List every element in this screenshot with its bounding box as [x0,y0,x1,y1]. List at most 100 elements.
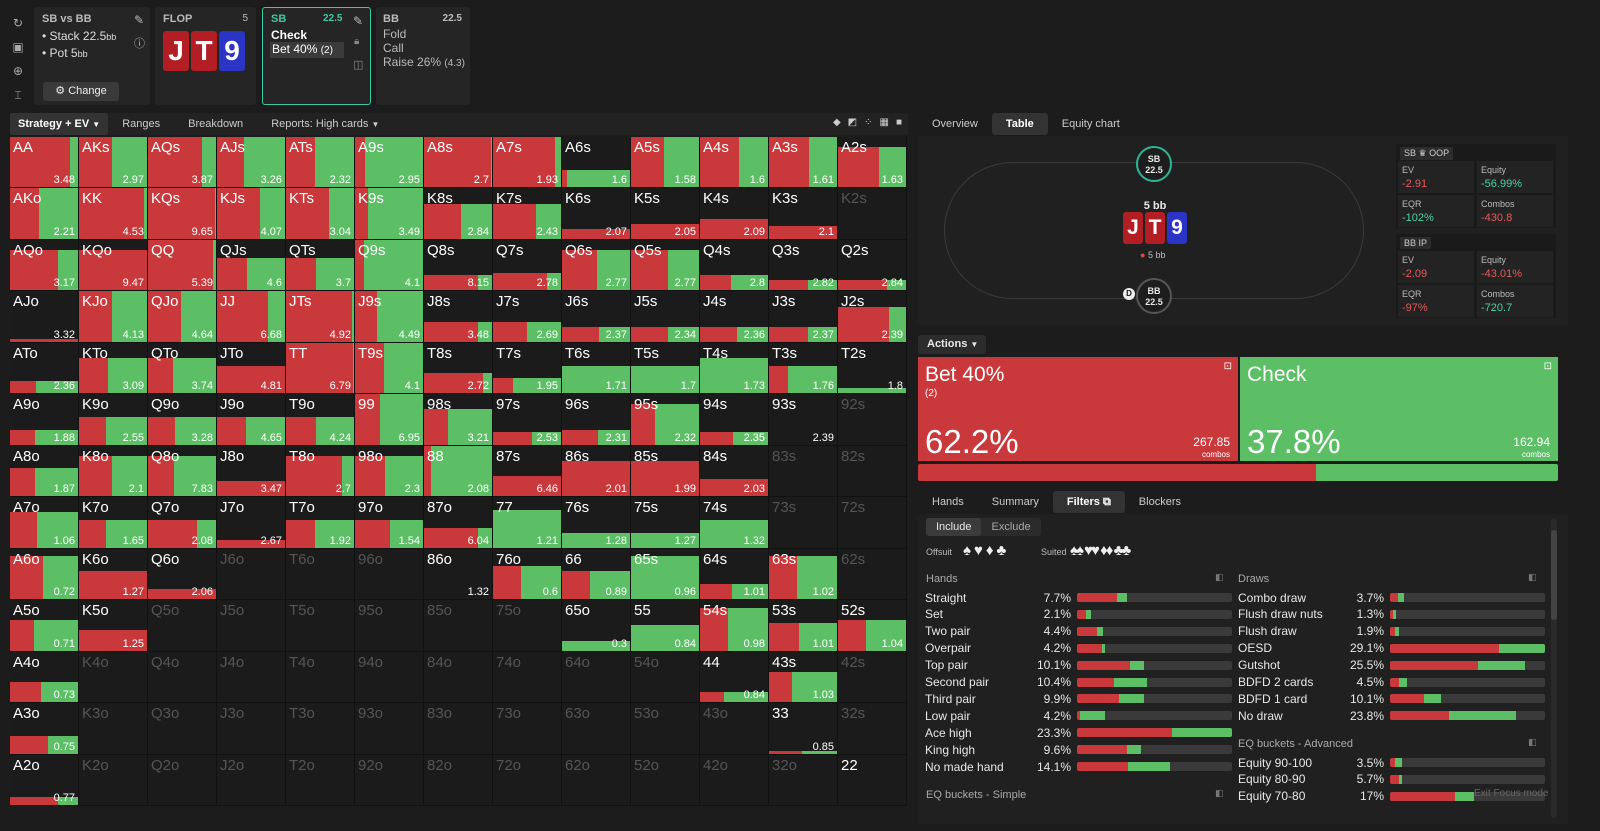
hand-cell[interactable]: Q2s 2.84 [838,239,907,292]
hand-cell[interactable]: 63o [562,703,631,755]
hand-cell[interactable]: 93o [355,703,424,755]
contrast-icon[interactable]: ◩ [847,117,858,128]
collapse-icon[interactable]: ◧ [1215,572,1224,582]
hand-cell[interactable]: KTs 3.04 [286,188,355,240]
hand-cell[interactable]: 32o [769,754,838,806]
hand-cell[interactable]: Q6o 2.06 [148,548,217,601]
hand-cell[interactable]: 96s 2.31 [562,394,631,446]
scrollbar[interactable] [1551,518,1557,818]
hand-cell[interactable]: 93s 2.39 [769,394,838,446]
club-pair-icon[interactable]: ♣♣ [1113,542,1132,559]
tab-hands[interactable]: Hands [932,496,964,508]
hand-cell[interactable]: J4o [217,651,286,704]
hand-cell[interactable]: K4s 2.09 [700,188,769,240]
heart-pair-icon[interactable]: ♥♥ [1084,542,1100,559]
hand-cell[interactable]: 83s [769,445,838,498]
hand-cell[interactable]: K2s [838,188,907,240]
hand-cell[interactable]: 94o [355,651,424,704]
hand-cell[interactable]: 88 2.08 [424,445,493,498]
hand-cell[interactable]: K6s 2.07 [562,188,631,240]
hand-cell[interactable]: 64o [562,651,631,704]
hand-cell[interactable]: J7o 2.67 [217,497,286,549]
hand-cell[interactable]: J6o [217,548,286,601]
tab-breakdown[interactable]: Breakdown [188,118,244,130]
hand-cell[interactable]: Q7s 2.78 [493,239,562,292]
hand-cell[interactable]: 74o [493,651,562,704]
heart-icon[interactable]: ♥ [973,542,986,559]
hand-cell[interactable]: JJ 6.68 [217,291,286,343]
hand-cell[interactable]: T6o [286,548,355,601]
hand-cell[interactable]: A8s 2.7 [424,137,493,189]
hand-cell[interactable]: K3o [79,703,148,755]
hand-cell[interactable]: KQs 9.65 [148,188,217,240]
hand-cell[interactable]: J9s 4.49 [355,291,424,343]
hand-cell[interactable]: 54s 0.98 [700,600,769,652]
tab-summary[interactable]: Summary [991,496,1039,508]
hand-cell[interactable]: J3s 2.37 [769,291,838,343]
hand-cell[interactable]: JTo 4.81 [217,342,286,395]
sb-seat[interactable]: SB 22.5 [1136,146,1172,182]
draw-filter-row[interactable]: BDFD 1 card 10.1% [1238,690,1545,707]
hand-cell[interactable]: Q9o 3.28 [148,394,217,446]
hand-cell[interactable]: ATs 2.32 [286,137,355,189]
hand-cell[interactable]: Q4o [148,651,217,704]
hand-cell[interactable]: A9s 2.95 [355,137,424,189]
hand-cell[interactable]: T7s 1.95 [493,342,562,395]
hand-cell[interactable]: K8o 2.1 [79,445,148,498]
hand-cell[interactable]: K8s 2.84 [424,188,493,240]
hand-cell[interactable]: T6s 1.71 [562,342,631,395]
hand-cell[interactable]: 83o [424,703,493,755]
hand-cell[interactable]: 82s [838,445,907,498]
hand-cell[interactable]: Q4s 2.8 [700,239,769,292]
hand-cell[interactable]: J2o [217,754,286,806]
draw-filter-row[interactable]: Flush draw nuts 1.3% [1238,606,1545,623]
hand-cell[interactable]: J4s 2.36 [700,291,769,343]
collapse-icon[interactable]: ◧ [1528,572,1537,582]
draw-filter-row[interactable]: Gutshot 25.5% [1238,657,1545,674]
hand-cell[interactable]: 98s 3.21 [424,394,493,446]
hand-cell[interactable]: QTs 3.7 [286,239,355,292]
scrollbar-thumb[interactable] [1551,530,1557,620]
hand-filter-row[interactable]: Top pair 10.1% [925,657,1232,674]
hand-cell[interactable]: 62o [562,754,631,806]
hand-filter-row[interactable]: Ace high 23.3% [925,724,1232,741]
hand-cell[interactable]: J7s 2.69 [493,291,562,343]
hand-cell[interactable]: J5o [217,600,286,652]
hand-cell[interactable]: T8o 2.7 [286,445,355,498]
hand-cell[interactable]: 43o [700,703,769,755]
hand-cell[interactable]: 55 0.84 [631,600,700,652]
hand-cell[interactable]: Q2o [148,754,217,806]
hand-cell[interactable]: J8s 3.48 [424,291,493,343]
hand-cell[interactable]: A7s 1.93 [493,137,562,189]
edit-icon[interactable]: ✎ [353,14,364,28]
hand-cell[interactable]: AQo 3.17 [10,239,79,292]
hand-cell[interactable]: KQo 9.47 [79,239,148,292]
hand-cell[interactable]: 33 0.85 [769,703,838,755]
hand-cell[interactable]: T2s 1.8 [838,342,907,395]
grid-large-icon[interactable]: ▦ [879,117,889,128]
hand-filter-row[interactable]: King high 9.6% [925,741,1232,758]
hand-cell[interactable]: Q5s 2.77 [631,239,700,292]
hand-cell[interactable]: Q3o [148,703,217,755]
hand-cell[interactable]: T7o 1.92 [286,497,355,549]
collapse-icon[interactable]: ◧ [1215,788,1224,798]
hand-cell[interactable]: Q6s 2.77 [562,239,631,292]
hand-cell[interactable]: AJo 3.32 [10,291,79,343]
hand-filter-row[interactable]: Overpair 4.2% [925,640,1232,657]
split-icon[interactable]: ◫ [353,59,364,71]
hand-cell[interactable]: Q9s 4.1 [355,239,424,292]
diamond-pair-icon[interactable]: ♦♦ [1100,542,1113,559]
edit-icon[interactable]: ✎ [134,13,145,27]
hand-cell[interactable]: 65s 0.96 [631,548,700,601]
change-button[interactable]: ⚙ Change [43,82,119,101]
hand-cell[interactable]: J9o 4.65 [217,394,286,446]
hand-cell[interactable]: 98o 2.3 [355,445,424,498]
hand-cell[interactable]: K4o [79,651,148,704]
spade-pair-icon[interactable]: ♠♠ [1070,542,1084,559]
hand-cell[interactable]: J3o [217,703,286,755]
hand-cell[interactable]: K5o 1.25 [79,600,148,652]
hand-cell[interactable]: K5s 2.05 [631,188,700,240]
hand-cell[interactable]: 53s 1.01 [769,600,838,652]
hand-cell[interactable]: A2s 1.63 [838,137,907,189]
hand-cell[interactable]: A6s 1.6 [562,137,631,189]
